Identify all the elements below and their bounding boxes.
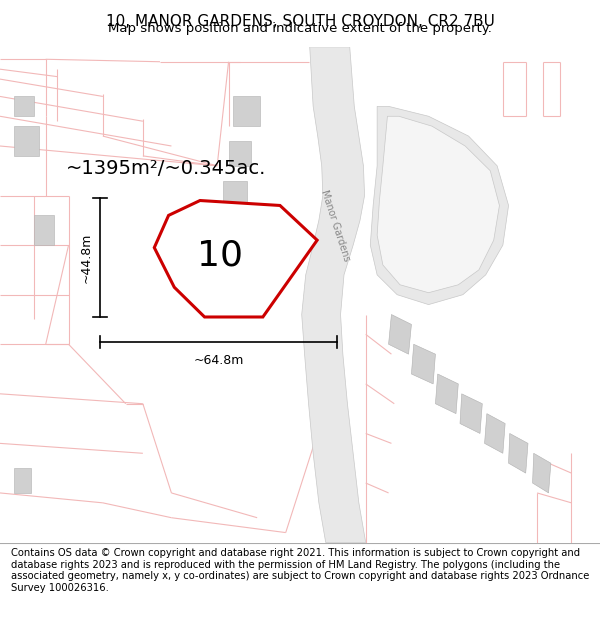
- Text: 10: 10: [197, 238, 243, 272]
- Polygon shape: [229, 141, 251, 166]
- Polygon shape: [302, 47, 366, 542]
- Polygon shape: [533, 453, 551, 493]
- Polygon shape: [389, 314, 412, 354]
- Text: Manor Gardens: Manor Gardens: [319, 188, 352, 262]
- Text: 10, MANOR GARDENS, SOUTH CROYDON, CR2 7BU: 10, MANOR GARDENS, SOUTH CROYDON, CR2 7B…: [106, 14, 494, 29]
- Polygon shape: [370, 106, 509, 304]
- Polygon shape: [412, 344, 436, 384]
- Polygon shape: [251, 270, 274, 309]
- Polygon shape: [34, 216, 54, 245]
- Polygon shape: [14, 96, 34, 116]
- Polygon shape: [246, 221, 269, 260]
- Polygon shape: [223, 181, 247, 206]
- Polygon shape: [460, 394, 482, 434]
- Text: ~64.8m: ~64.8m: [193, 354, 244, 367]
- Polygon shape: [509, 434, 528, 473]
- Text: Contains OS data © Crown copyright and database right 2021. This information is : Contains OS data © Crown copyright and d…: [11, 548, 589, 593]
- Polygon shape: [14, 126, 39, 156]
- Text: Map shows position and indicative extent of the property.: Map shows position and indicative extent…: [108, 22, 492, 35]
- Polygon shape: [154, 201, 317, 317]
- Text: ~1395m²/~0.345ac.: ~1395m²/~0.345ac.: [66, 159, 266, 177]
- Polygon shape: [233, 96, 260, 126]
- Polygon shape: [436, 374, 458, 414]
- Polygon shape: [485, 414, 505, 453]
- Text: ~44.8m: ~44.8m: [79, 232, 92, 282]
- Polygon shape: [377, 116, 499, 292]
- Polygon shape: [14, 468, 31, 493]
